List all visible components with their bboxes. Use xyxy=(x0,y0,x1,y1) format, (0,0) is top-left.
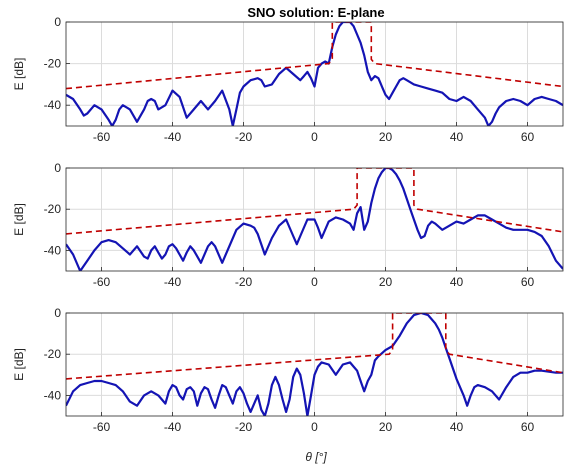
y-tick-label: -40 xyxy=(44,98,62,112)
x-tick-label: -60 xyxy=(93,130,111,144)
x-tick-label: 40 xyxy=(450,130,464,144)
y-tick-label: -20 xyxy=(44,202,62,216)
x-tick-label: 20 xyxy=(379,420,393,434)
x-tick-label: 20 xyxy=(379,130,393,144)
pattern-line xyxy=(66,22,563,126)
x-tick-label: -60 xyxy=(93,420,111,434)
pattern-line xyxy=(66,313,563,416)
x-tick-label: 40 xyxy=(450,275,464,289)
y-tick-label: 0 xyxy=(54,15,61,29)
x-tick-label: 60 xyxy=(521,420,535,434)
y-tick-label: -40 xyxy=(44,388,62,402)
x-tick-label: 60 xyxy=(521,130,535,144)
x-tick-label: 60 xyxy=(521,275,535,289)
x-tick-label: 20 xyxy=(379,275,393,289)
x-tick-label: -20 xyxy=(235,420,253,434)
panel-1: -60 -40 -20 0 20 40 60 0 -20 -40 E [dB] xyxy=(12,15,564,144)
y-tick-label: 0 xyxy=(54,161,61,175)
x-tick-label: 0 xyxy=(311,275,318,289)
y-axis-label: E [dB] xyxy=(12,203,26,236)
panels: -60 -40 -20 0 20 40 60 0 -20 -40 E [dB] -60 -40 -20 0 2… xyxy=(12,15,564,434)
x-tick-label: -40 xyxy=(164,130,182,144)
panel-3: -60 -40 -20 0 20 40 60 0 -20 -40 E [dB] xyxy=(12,306,564,434)
panel-2: -60 -40 -20 0 20 40 60 0 -20 -40 E [dB] xyxy=(12,161,564,289)
y-axis-label: E [dB] xyxy=(12,348,26,381)
pattern-line xyxy=(66,168,563,271)
x-tick-label: -40 xyxy=(164,275,182,289)
x-tick-label: -20 xyxy=(235,275,253,289)
y-tick-label: 0 xyxy=(54,306,61,320)
y-tick-label: -20 xyxy=(44,347,62,361)
x-tick-label: -20 xyxy=(235,130,253,144)
x-tick-label: -40 xyxy=(164,420,182,434)
mask-line xyxy=(66,22,563,90)
y-tick-label: -20 xyxy=(44,57,62,71)
x-axis-label: θ [°] xyxy=(305,450,327,464)
figure-title: SNO solution: E-plane xyxy=(247,5,384,20)
y-tick-label: -40 xyxy=(44,243,62,257)
x-tick-label: 0 xyxy=(311,420,318,434)
x-tick-label: 40 xyxy=(450,420,464,434)
y-axis-label: E [dB] xyxy=(12,58,26,91)
mask-line xyxy=(66,313,563,380)
x-tick-label: -60 xyxy=(93,275,111,289)
x-tick-label: 0 xyxy=(311,130,318,144)
